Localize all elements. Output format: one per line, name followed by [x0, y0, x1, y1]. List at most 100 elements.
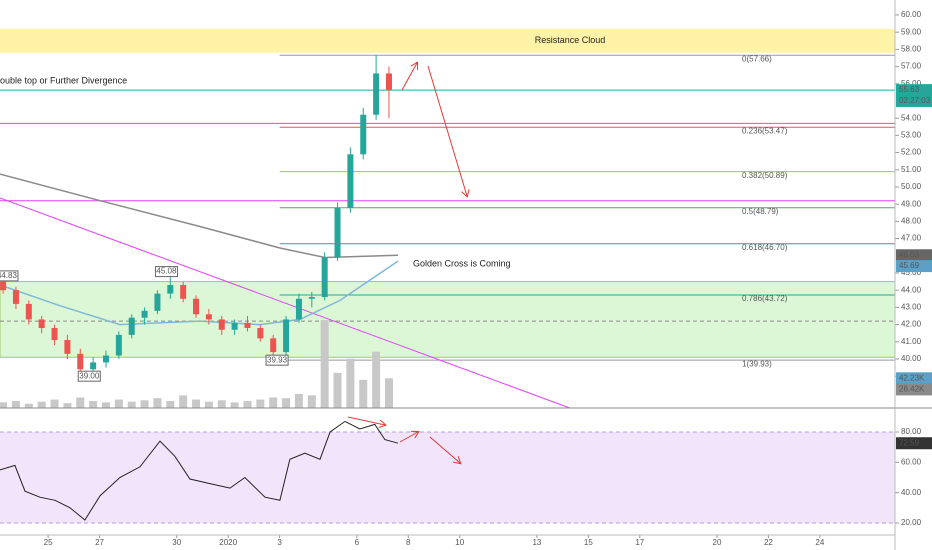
price-badge-label: 02:27:03 [899, 96, 931, 105]
volume-bar [230, 402, 239, 408]
y-tick-label: 58.00 [901, 44, 922, 53]
candle-body [231, 322, 238, 330]
volume-bar [320, 320, 329, 408]
candle-body [257, 328, 264, 339]
y-tick-label: 20.00 [901, 518, 922, 527]
arrow [401, 63, 417, 91]
candle-body [321, 257, 328, 298]
volume-bar [101, 402, 110, 408]
y-tick-label: 52.00 [901, 148, 922, 157]
fib-label: 0.382(50.89) [742, 171, 788, 180]
point-label: 39.00 [79, 371, 100, 380]
arrow [427, 65, 467, 196]
candle-body [308, 297, 315, 299]
volume-bar [24, 403, 33, 408]
candle-body [12, 290, 19, 304]
candle-body [51, 328, 58, 341]
x-tick-label: 20 [713, 538, 722, 547]
volume-bar [114, 399, 123, 408]
price-badge [896, 260, 932, 273]
x-tick-label: 3 [277, 538, 282, 547]
resistance-band [0, 28, 895, 53]
y-tick-label: 80.00 [901, 427, 922, 436]
volume-bar [359, 379, 368, 408]
y-tick-label: 40.00 [901, 488, 922, 497]
y-tick-label: 47.00 [901, 234, 922, 243]
trendline [0, 197, 570, 409]
candle-body [218, 319, 225, 330]
candle-body [180, 285, 187, 299]
candle-body [270, 338, 277, 353]
fib-label: 0(57.66) [742, 54, 772, 63]
y-tick-label: 54.00 [901, 113, 922, 122]
x-tick-label: 24 [815, 538, 824, 547]
volume-bar [89, 400, 98, 408]
price-badge [896, 249, 932, 262]
arrow [347, 416, 385, 425]
candle-body [0, 281, 7, 291]
volume-bar [243, 400, 252, 408]
volume-bar [63, 403, 72, 408]
volume-bar [333, 372, 342, 408]
y-tick-label: 60.00 [901, 457, 922, 466]
candle-body [154, 293, 161, 311]
volume-bar [192, 399, 201, 408]
arrow [399, 432, 418, 443]
point-label-box [77, 370, 101, 382]
x-tick-label: 6 [355, 538, 360, 547]
y-tick-label: 42.00 [901, 320, 922, 329]
price-badge [896, 383, 932, 396]
volume-bar [372, 351, 381, 408]
point-label: 44.83 [0, 271, 18, 280]
y-tick-label: 56.00 [901, 79, 922, 88]
arrow [429, 436, 460, 463]
volume-bar [282, 398, 291, 408]
x-tick-label: 27 [95, 538, 104, 547]
volume-bar [0, 402, 8, 408]
rsi-badge [896, 437, 932, 450]
volume-bar [153, 398, 162, 408]
rsi-badge-label: 72.59 [899, 438, 920, 447]
volume-bar [256, 399, 265, 408]
y-tick-label: 44.00 [901, 285, 922, 294]
price-badge-label: 42.23K [899, 373, 925, 382]
candle-body [334, 207, 341, 258]
arrows [347, 63, 467, 463]
candle-body [77, 353, 84, 370]
x-tick-label: 15 [584, 538, 593, 547]
y-tick-label: 57.00 [901, 62, 922, 71]
y-tick-label: 41.00 [901, 337, 922, 346]
candle-body [25, 303, 32, 320]
volume-bar [50, 399, 59, 408]
rsi-band [0, 431, 895, 524]
fib-label: 0.5(48.79) [742, 207, 779, 216]
price-badge [896, 94, 932, 107]
x-tick-label: 2020 [219, 538, 237, 547]
volume-bar [140, 400, 149, 408]
y-tick-label: 43.00 [901, 302, 922, 311]
volume-bar [217, 400, 226, 408]
y-tick-label: 53.00 [901, 130, 922, 139]
y-tick-label: 59.00 [901, 27, 922, 36]
volume-bar [37, 401, 46, 408]
point-label-box [154, 266, 178, 278]
point-label-box [0, 270, 19, 282]
volume-bar [346, 358, 355, 408]
x-tick-label: 25 [44, 538, 53, 547]
candle-body [205, 314, 212, 320]
y-tick-label: 60.00 [901, 10, 922, 19]
y-tick-label: 51.00 [901, 165, 922, 174]
price-badge-label: 55.63 [899, 85, 920, 94]
candle-body [141, 310, 148, 318]
rsi-line [0, 420, 399, 521]
candle-body [90, 362, 97, 370]
point-label-box [265, 354, 289, 366]
price-badge [896, 372, 932, 385]
x-tick-label: 17 [635, 538, 644, 547]
volume-bar [294, 393, 303, 408]
candle-body [244, 322, 251, 329]
fib-label: 0.618(46.70) [742, 243, 788, 252]
point-label: 45.08 [156, 267, 177, 276]
y-tick-label: 50.00 [901, 182, 922, 191]
